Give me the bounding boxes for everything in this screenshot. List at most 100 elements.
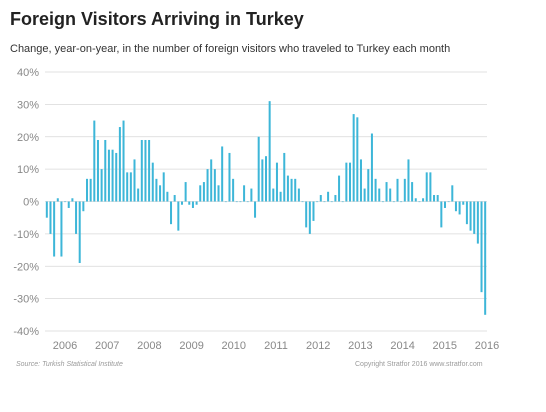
bar (422, 198, 425, 202)
bar (213, 169, 216, 202)
bar (469, 201, 472, 231)
bar (184, 182, 187, 202)
bar (210, 159, 213, 202)
bar (257, 136, 260, 202)
bar (246, 201, 249, 203)
x-tick-label: 2010 (222, 340, 246, 352)
bar (217, 185, 220, 202)
y-tick-label: 10% (17, 164, 39, 176)
chart-subtitle: Change, year-on-year, in the number of f… (10, 43, 451, 55)
bar (107, 149, 110, 202)
bar (330, 201, 333, 203)
bar (465, 201, 468, 225)
bar (221, 146, 224, 202)
bar (75, 201, 78, 234)
bar (392, 201, 395, 203)
bar (180, 201, 183, 205)
bar (462, 201, 465, 205)
y-tick-label: 0% (23, 197, 39, 209)
bar (301, 201, 304, 203)
bar (224, 201, 227, 203)
chart-title: Foreign Visitors Arriving in Turkey (10, 9, 304, 29)
x-tick-label: 2007 (95, 340, 119, 352)
x-tick-label: 2014 (390, 340, 414, 352)
bar (49, 201, 52, 234)
bar (162, 172, 165, 202)
bar (228, 152, 231, 202)
copyright-note: Copyright Stratfor 2016 www.stratfor.com (355, 361, 483, 368)
bar (305, 201, 308, 228)
bar (268, 101, 271, 202)
source-note: Source: Turkish Statistical Institute (16, 361, 123, 368)
bar (133, 159, 136, 202)
bar (166, 191, 169, 202)
bar (425, 172, 428, 202)
bar (188, 201, 191, 205)
bar (279, 191, 282, 202)
bar (451, 185, 454, 202)
bar (286, 175, 289, 202)
bar (323, 201, 326, 203)
bar (484, 201, 487, 315)
x-tick-label: 2012 (306, 340, 330, 352)
bar (338, 175, 341, 202)
bar (272, 188, 275, 202)
bar (53, 201, 56, 257)
bar (60, 201, 63, 257)
bar (389, 188, 392, 202)
bar (100, 169, 103, 202)
bar (111, 149, 114, 202)
bar (170, 201, 173, 225)
bar (159, 185, 162, 202)
bar (151, 162, 154, 202)
bar (115, 152, 118, 202)
bar (235, 201, 238, 203)
bar (173, 195, 176, 202)
bar (334, 195, 337, 202)
bar (316, 201, 319, 203)
bar (403, 178, 406, 202)
bar (396, 178, 399, 202)
bar (86, 178, 89, 202)
bar (78, 201, 81, 264)
x-tick-label: 2016 (475, 340, 499, 352)
bar (341, 201, 344, 203)
bar (82, 201, 85, 212)
bar (356, 117, 359, 202)
x-tick-label: 2015 (433, 340, 457, 352)
x-tick-label: 2011 (264, 340, 288, 352)
bar (137, 188, 140, 202)
bar (440, 201, 443, 228)
bar (297, 188, 300, 202)
bar (429, 172, 432, 202)
bar (118, 127, 121, 202)
bar (191, 201, 194, 208)
bar (126, 172, 129, 202)
bar (385, 182, 388, 202)
bar (232, 178, 235, 202)
x-tick-label: 2006 (53, 340, 77, 352)
bar (454, 201, 457, 212)
bar (261, 159, 264, 202)
bar (411, 182, 414, 202)
bar (96, 139, 99, 202)
bar (294, 178, 297, 202)
bar (89, 178, 92, 202)
bar (359, 159, 362, 202)
bar (122, 120, 125, 202)
x-tick-label: 2008 (137, 340, 161, 352)
bar (418, 201, 421, 203)
bar (67, 201, 70, 208)
bar (381, 201, 384, 203)
y-tick-label: -10% (13, 229, 39, 241)
bar (254, 201, 257, 218)
bar (370, 133, 373, 202)
bar (363, 188, 366, 202)
bar (148, 139, 151, 202)
bar (433, 195, 436, 202)
bar (275, 162, 278, 202)
bar (374, 178, 377, 202)
bar (367, 169, 370, 202)
y-tick-label: 40% (17, 67, 39, 79)
